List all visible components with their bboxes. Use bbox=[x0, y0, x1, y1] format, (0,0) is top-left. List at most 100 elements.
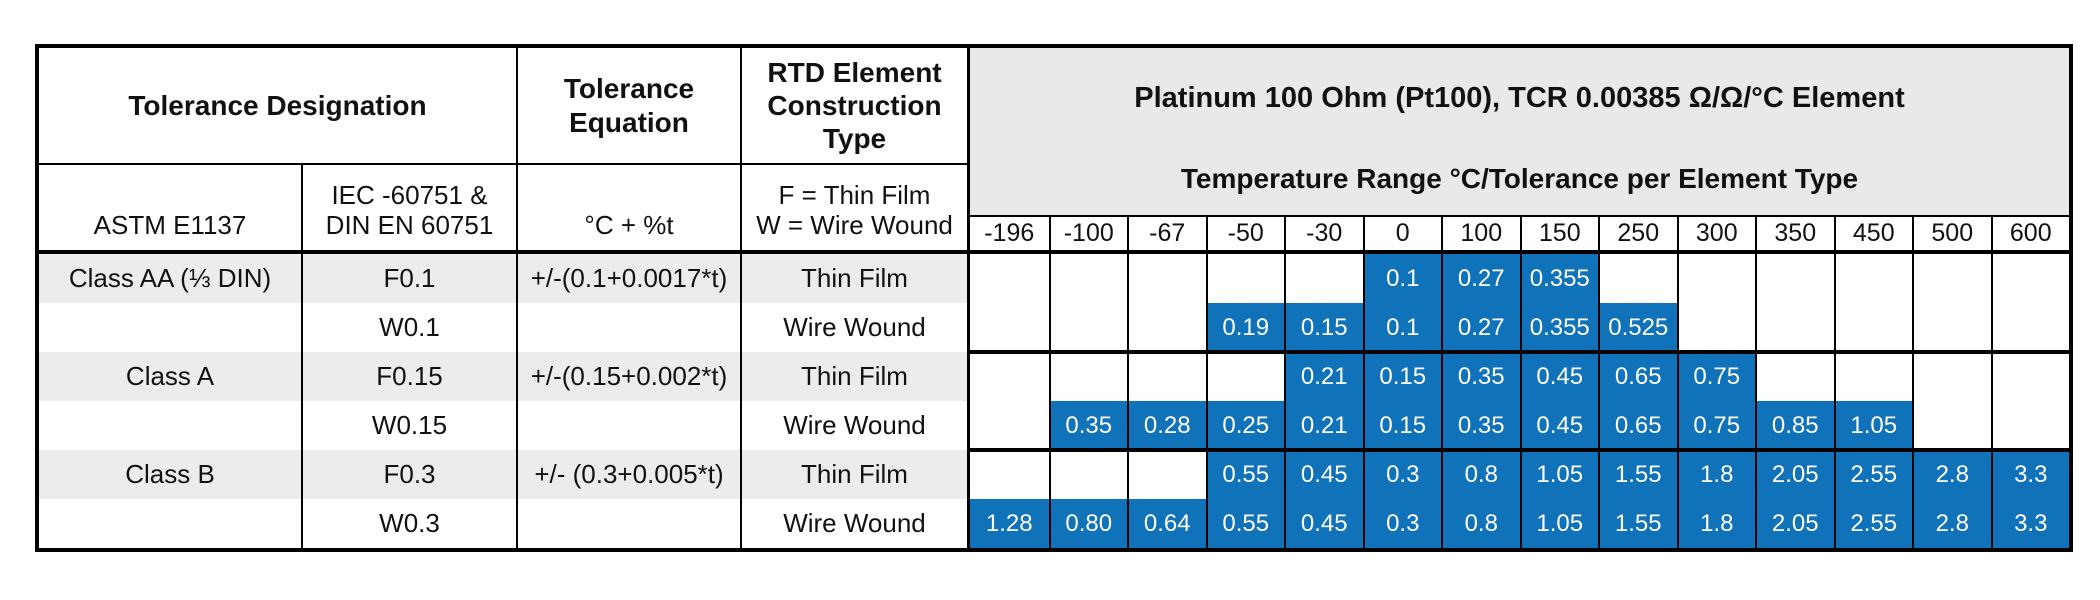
empty-value-cell bbox=[1127, 450, 1206, 499]
tolerance-value-cell: 0.45 bbox=[1519, 401, 1598, 450]
empty-value-cell bbox=[1833, 352, 1912, 401]
tolerance-value-cell: 1.28 bbox=[970, 499, 1049, 548]
temp-header-cell: 450 bbox=[1833, 217, 1913, 250]
empty-value-cell bbox=[1127, 352, 1206, 401]
class-label-cell bbox=[39, 401, 301, 450]
tolerance-value-cell: 0.21 bbox=[1284, 352, 1363, 401]
empty-value-cell bbox=[1755, 303, 1834, 352]
construction-cell: Wire Wound bbox=[740, 499, 967, 548]
group-separator-line bbox=[970, 350, 2069, 354]
designation-cell: F0.15 bbox=[301, 352, 516, 401]
designation-cell: W0.1 bbox=[301, 303, 516, 352]
empty-value-cell bbox=[1676, 254, 1755, 303]
tolerance-value-row: 0.55 0.45 0.3 0.8 1.05 1.55 1.8 2.05 2.55 2.8 3.3 bbox=[970, 450, 2069, 499]
empty-value-cell bbox=[1833, 254, 1912, 303]
tolerance-value-row: 0.1 0.27 0.355 bbox=[970, 254, 2069, 303]
designation-cell: F0.1 bbox=[301, 254, 516, 303]
tolerance-value-cell: 1.55 bbox=[1598, 499, 1677, 548]
tolerance-value-cell: 0.27 bbox=[1441, 254, 1520, 303]
construction-cell: Thin Film bbox=[740, 450, 967, 499]
tolerance-value-cell: 0.21 bbox=[1284, 401, 1363, 450]
tolerance-value-cell: 0.85 bbox=[1755, 401, 1834, 450]
empty-value-cell bbox=[1598, 254, 1677, 303]
tolerance-value-row: 0.19 0.15 0.1 0.27 0.355 0.525 bbox=[970, 303, 2069, 352]
temp-header-cell: -100 bbox=[1048, 217, 1128, 250]
tolerance-value-cell: 0.55 bbox=[1205, 450, 1284, 499]
equation-cell bbox=[516, 401, 740, 450]
designation-cell: W0.15 bbox=[301, 401, 516, 450]
temp-header-cell: -30 bbox=[1284, 217, 1363, 250]
empty-value-cell bbox=[1676, 303, 1755, 352]
group-separator-line bbox=[970, 448, 2069, 452]
tolerance-value-cell: 0.35 bbox=[1048, 401, 1127, 450]
class-label-cell: Class B bbox=[125, 459, 215, 490]
rtd-tolerance-table: Tolerance Designation Tolerance Equation… bbox=[35, 44, 2073, 552]
tolerance-value-row: 0.21 0.15 0.35 0.45 0.65 0.75 bbox=[970, 352, 2069, 401]
tolerance-value-cell: 0.27 bbox=[1441, 303, 1520, 352]
tolerance-value-cell: 0.45 bbox=[1284, 450, 1363, 499]
empty-value-cell bbox=[970, 401, 1049, 450]
empty-value-cell bbox=[1048, 303, 1127, 352]
class-label-cell bbox=[39, 499, 301, 548]
empty-value-cell bbox=[1127, 254, 1206, 303]
tolerance-value-cell: 0.55 bbox=[1205, 499, 1284, 548]
tolerance-value-cell: 0.65 bbox=[1598, 352, 1677, 401]
pt100-subtitle: Temperature Range °C/Tolerance per Eleme… bbox=[1180, 163, 1859, 194]
construction-key-f: F = Thin Film bbox=[778, 179, 931, 210]
temp-header-cell: 500 bbox=[1912, 217, 1991, 250]
equation-cell bbox=[516, 303, 740, 352]
empty-value-cell bbox=[1912, 401, 1991, 450]
tolerance-value-cell: 0.25 bbox=[1205, 401, 1284, 450]
tolerance-value-cell: 1.8 bbox=[1676, 450, 1755, 499]
construction-key-w: W = Wire Wound bbox=[756, 210, 953, 241]
tolerance-value-cell: 1.8 bbox=[1676, 499, 1755, 548]
astm-standard-header: ASTM E1137 bbox=[93, 210, 247, 241]
tolerance-equation-header: Tolerance Equation bbox=[516, 48, 740, 163]
tolerance-value-cell: 2.8 bbox=[1912, 499, 1991, 548]
tolerance-value-row: 1.28 0.80 0.64 0.55 0.45 0.3 0.8 1.05 1.55 1.8 2.0… bbox=[970, 499, 2069, 548]
tolerance-value-grid: 0.1 0.27 0.355 0.19 0.15 0.1 0.27 0.355 0.525 0.2… bbox=[970, 254, 2069, 548]
temp-header-cell: 350 bbox=[1755, 217, 1834, 250]
left-data-row: Class B F0.3 +/- (0.3+0.005*t) Thin Film bbox=[39, 450, 967, 499]
tolerance-value-cell: 0.65 bbox=[1598, 401, 1677, 450]
temp-header-cell: 100 bbox=[1441, 217, 1520, 250]
tolerance-value-cell: 0.1 bbox=[1362, 254, 1441, 303]
construction-cell: Thin Film bbox=[740, 352, 967, 401]
tolerance-value-cell: 0.35 bbox=[1441, 401, 1520, 450]
tolerance-value-row: 0.35 0.28 0.25 0.21 0.15 0.35 0.45 0.65 0.75 0.85… bbox=[970, 401, 2069, 450]
empty-value-cell bbox=[1048, 352, 1127, 401]
empty-value-cell bbox=[970, 450, 1049, 499]
tolerance-value-cell: 0.8 bbox=[1441, 499, 1520, 548]
tolerance-value-cell: 0.525 bbox=[1598, 303, 1677, 352]
empty-value-cell bbox=[1205, 254, 1284, 303]
empty-value-cell bbox=[1205, 352, 1284, 401]
iec-line1: IEC -60751 & bbox=[331, 179, 488, 210]
class-label-cell: Class A bbox=[125, 361, 215, 392]
class-label-cell: Class AA (⅓ DIN) bbox=[68, 263, 272, 294]
pt100-header: Platinum 100 Ohm (Pt100), TCR 0.00385 Ω/… bbox=[970, 48, 2069, 217]
empty-value-cell bbox=[1990, 254, 2069, 303]
temp-header-row: -196 -100 -67 -50 -30 0 100 150 250 300 350 450 500 6… bbox=[970, 217, 2069, 254]
left-data-row: Class AA (⅓ DIN) F0.1 +/-(0.1+0.0017*t) Thi… bbox=[39, 254, 967, 303]
temp-header-cell: 600 bbox=[1990, 217, 2070, 250]
tolerance-value-cell: 2.05 bbox=[1755, 450, 1834, 499]
tolerance-value-cell: 0.3 bbox=[1362, 450, 1441, 499]
tolerance-value-cell: 2.8 bbox=[1912, 450, 1991, 499]
empty-value-cell bbox=[1127, 303, 1206, 352]
equation-cell: +/-(0.15+0.002*t) bbox=[516, 352, 740, 401]
class-label-cell bbox=[39, 303, 301, 352]
tolerance-value-cell: 0.35 bbox=[1441, 352, 1520, 401]
empty-value-cell bbox=[1048, 450, 1127, 499]
empty-value-cell bbox=[970, 303, 1049, 352]
empty-value-cell bbox=[1912, 303, 1991, 352]
tolerance-value-cell: 0.15 bbox=[1362, 352, 1441, 401]
tolerance-value-cell: 0.355 bbox=[1519, 254, 1598, 303]
equation-cell: +/- (0.3+0.005*t) bbox=[516, 450, 740, 499]
left-data-row: W0.1 Wire Wound bbox=[39, 303, 967, 352]
header-row-sub: ASTM E1137 IEC -60751 & DIN EN 60751 °C … bbox=[39, 165, 967, 254]
empty-value-cell bbox=[1755, 254, 1834, 303]
iec-din-standard-header: IEC -60751 & DIN EN 60751 bbox=[301, 165, 516, 250]
construction-cell: Wire Wound bbox=[740, 303, 967, 352]
construction-key-header: F = Thin Film W = Wire Wound bbox=[740, 165, 967, 250]
empty-value-cell bbox=[1048, 254, 1127, 303]
